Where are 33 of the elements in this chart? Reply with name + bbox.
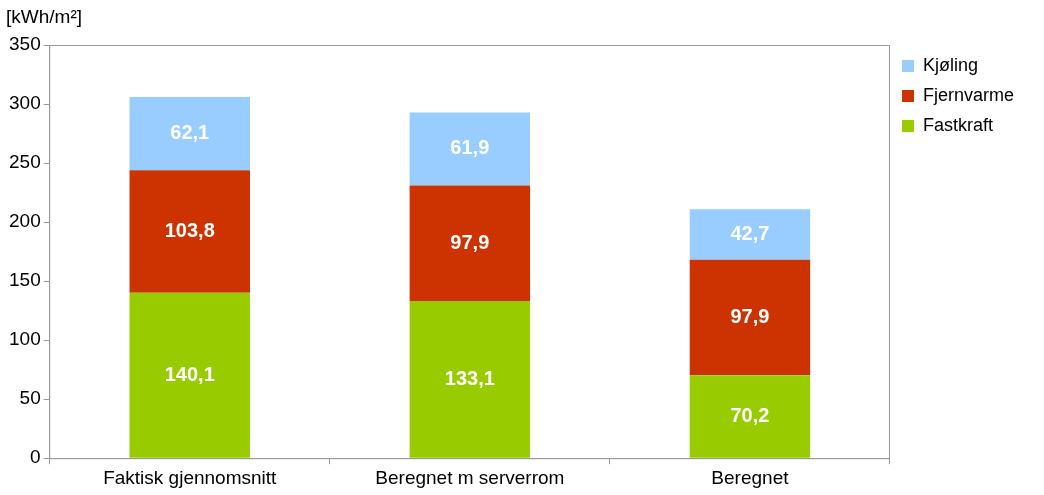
data-label: 97,9 (450, 230, 490, 253)
y-tick-label: 200 (9, 210, 41, 232)
data-label: 97,9 (730, 305, 770, 328)
legend-label: Kjøling (922, 54, 979, 75)
bar (689, 209, 811, 260)
y-axis-title: [kWh/m²] (6, 5, 82, 27)
x-tick-label: Faktisk gjennomsnitt (103, 466, 278, 488)
bar (689, 259, 811, 376)
y-tick-label: 250 (9, 151, 41, 173)
y-tick-label: 0 (30, 446, 41, 468)
y-tick-label: 150 (9, 269, 41, 291)
bar (409, 185, 531, 302)
data-label: 70,2 (730, 404, 770, 427)
y-tick-label: 100 (9, 328, 41, 350)
y-tick-label: 50 (19, 387, 41, 409)
data-label: 140,1 (164, 362, 215, 385)
bar (129, 292, 250, 458)
data-label: 133,1 (444, 366, 495, 389)
bar (129, 170, 250, 293)
bar (689, 375, 811, 458)
data-label: 61,9 (450, 136, 490, 159)
bar (409, 112, 531, 186)
x-tick-label: Beregnet m serverrom (375, 466, 565, 488)
y-tick-label: 300 (9, 92, 41, 114)
legend-label: Fjernvarme (922, 84, 1015, 105)
x-tick-label: Beregnet (711, 466, 790, 488)
bar (129, 96, 250, 171)
data-label: 103,8 (164, 219, 215, 242)
data-label: 62,1 (170, 121, 210, 144)
bar (409, 301, 531, 458)
legend-label: Fastkraft (922, 114, 993, 135)
y-tick-label: 350 (9, 33, 41, 55)
data-label: 42,7 (730, 222, 770, 245)
